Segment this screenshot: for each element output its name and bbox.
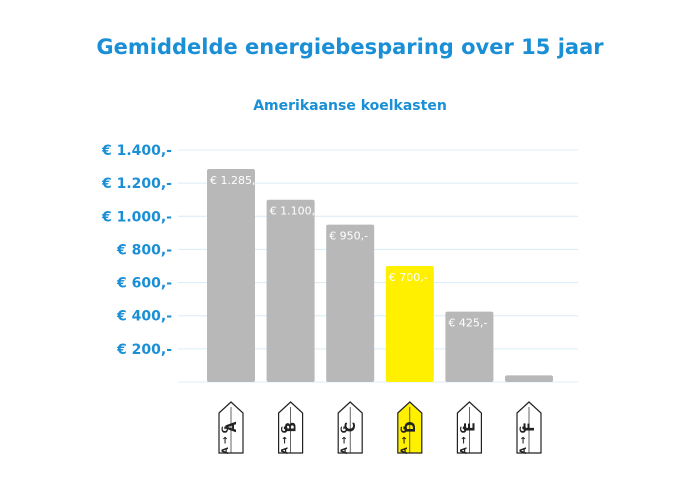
energy-label-scale: A → G	[281, 426, 291, 454]
energy-label-letter: F	[522, 422, 538, 432]
bars: € 1.285,- € 1.100,- € 950,- € 700,- € 425,-	[207, 169, 553, 382]
bar-d	[385, 266, 434, 382]
energy-label-scale: A → G	[340, 426, 350, 454]
chart-subtitle: Amerikaanse koelkasten	[253, 98, 447, 114]
energy-label-b: BA → G	[278, 401, 304, 454]
energy-label-letter: A	[224, 421, 240, 432]
y-tick-label: € 800,-	[116, 242, 172, 258]
bar-value-label: € 950,-	[329, 230, 368, 243]
y-tick-label: € 1.400,-	[101, 143, 172, 159]
bar-value-label: € 700,-	[389, 271, 428, 284]
energy-labels: AA → G BA → G CA → G DA → G EA → G FA → G	[218, 401, 542, 454]
energy-label-letter: E	[462, 422, 478, 432]
y-tick-label: € 600,-	[116, 276, 172, 292]
energy-label-scale: A → G	[459, 426, 469, 454]
energy-label-scale: A → G	[519, 426, 529, 454]
bar-b	[266, 199, 315, 382]
energy-label-d: DA → G	[397, 401, 423, 454]
energy-label-letter: D	[403, 421, 419, 433]
y-tick-label: € 200,-	[116, 342, 172, 358]
energy-label-scale: A → G	[221, 426, 231, 454]
energy-label-e: EA → G	[456, 401, 482, 454]
bar-c	[326, 224, 375, 382]
bar-f	[505, 375, 553, 382]
bar-value-label: € 1.285,-	[210, 174, 259, 187]
energy-label-scale: A → G	[400, 426, 410, 454]
chart-title: Gemiddelde energiebesparing over 15 jaar	[96, 35, 604, 59]
y-tick-label: € 400,-	[116, 309, 172, 325]
energy-label-letter: C	[343, 422, 359, 432]
bar-a	[207, 169, 255, 382]
energy-label-f: FA → G	[516, 401, 542, 454]
y-axis-ticks: € 200,- € 400,- € 600,- € 800,- € 1.000,- € 1…	[101, 143, 172, 358]
energy-label-letter: B	[284, 422, 300, 433]
energy-label-a: AA → G	[218, 401, 244, 454]
bar-value-label: € 425,-	[448, 317, 487, 330]
bar-value-label: € 1.100,-	[270, 205, 319, 218]
bar-e	[445, 311, 494, 382]
y-tick-label: € 1.200,-	[101, 176, 172, 192]
energy-label-c: CA → G	[337, 401, 363, 454]
y-tick-label: € 1.000,-	[101, 209, 172, 225]
